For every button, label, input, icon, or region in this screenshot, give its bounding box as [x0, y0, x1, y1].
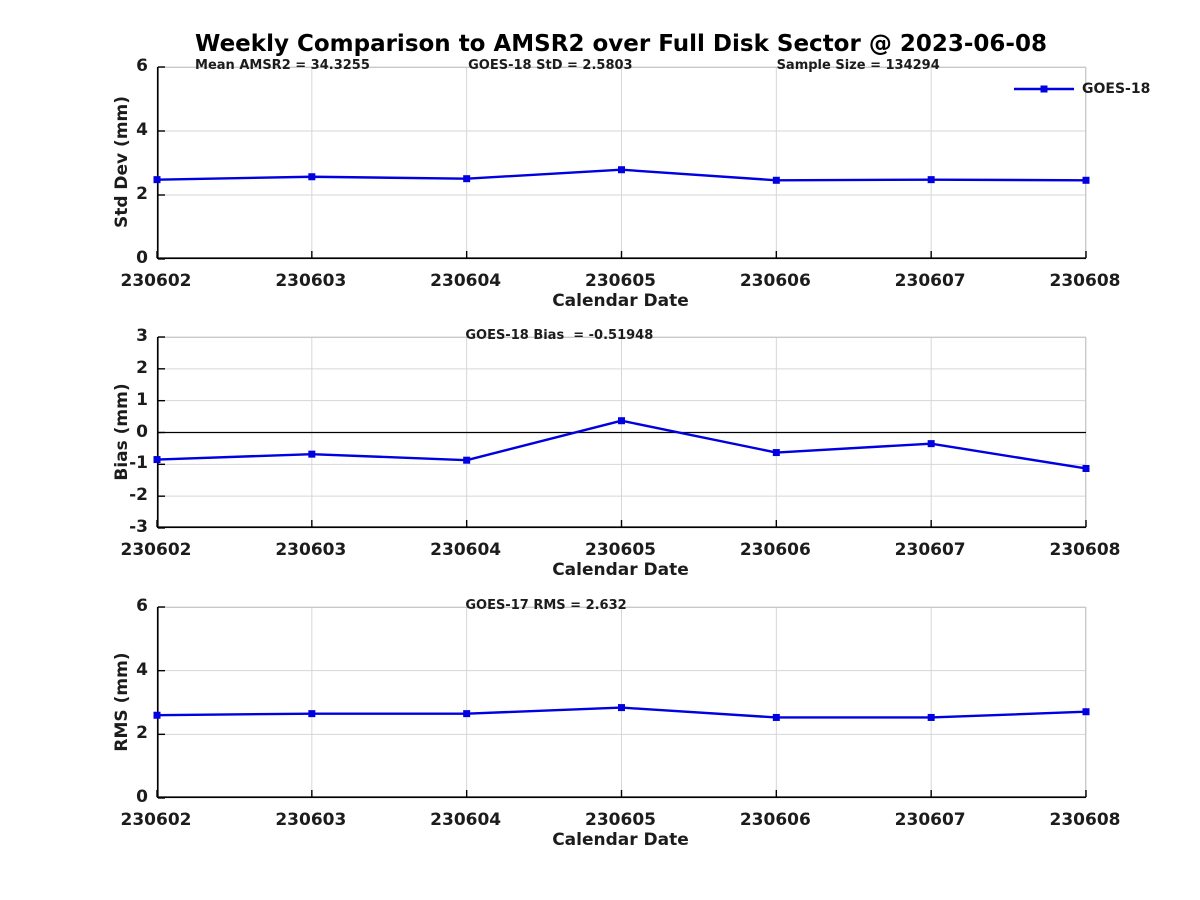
data-point-marker: [927, 176, 935, 184]
chart-annotation: GOES-18 StD = 2.5803: [468, 58, 633, 73]
data-point-marker: [772, 176, 780, 184]
data-point-marker: [1082, 708, 1090, 716]
x-tick-label: 230608: [1049, 271, 1121, 291]
legend: GOES-18: [1012, 81, 1150, 97]
data-point-marker: [618, 417, 625, 425]
x-tick-label: 230608: [1049, 810, 1121, 830]
x-tick-label: 230602: [120, 271, 192, 291]
y-tick-label: 3: [136, 326, 148, 346]
data-point-marker: [153, 176, 161, 184]
data-point-marker: [772, 713, 780, 721]
chart-annotation: Mean AMSR2 = 34.3255: [195, 58, 370, 73]
x-tick-label: 230607: [894, 271, 966, 291]
data-point-marker: [772, 449, 780, 457]
y-axis-label: Bias (mm): [112, 382, 132, 481]
figure-title: Weekly Comparison to AMSR2 over Full Dis…: [195, 31, 1047, 57]
x-tick-label: 230605: [585, 540, 656, 560]
data-point-marker: [618, 704, 625, 712]
y-tick-label: 0: [136, 787, 148, 807]
x-tick-label: 230604: [430, 810, 502, 830]
plot-area-1: [153, 336, 1090, 529]
y-tick-label: 4: [136, 659, 148, 680]
data-point-marker: [308, 710, 316, 718]
data-point-marker: [308, 450, 316, 458]
y-tick-label: -1: [129, 453, 148, 474]
y-tick-label: 0: [136, 421, 148, 442]
legend-label: GOES-18: [1082, 81, 1151, 97]
data-point-marker: [308, 173, 316, 181]
x-tick-label: 230607: [894, 810, 966, 830]
data-point-marker: [463, 456, 471, 464]
y-tick-label: 2: [136, 723, 148, 744]
data-point-marker: [618, 166, 625, 174]
y-tick-label: -3: [129, 517, 148, 537]
x-axis-label: Calendar Date: [552, 560, 689, 580]
legend-square-marker: [1040, 85, 1048, 93]
y-tick-label: 1: [136, 389, 148, 410]
data-point-marker: [927, 713, 935, 721]
plot-area-2: [153, 606, 1090, 799]
data-point-marker: [927, 440, 935, 448]
data-point-marker: [463, 175, 471, 183]
y-tick-label: 6: [136, 596, 148, 616]
x-tick-label: 230603: [275, 540, 347, 560]
x-tick-label: 230605: [585, 810, 656, 830]
data-point-marker: [153, 711, 161, 719]
y-axis-label: Std Dev (mm): [112, 95, 132, 229]
x-axis-label: Calendar Date: [552, 830, 689, 850]
x-tick-label: 230608: [1049, 540, 1121, 560]
x-tick-label: 230604: [430, 540, 502, 560]
x-tick-label: 230606: [739, 810, 811, 830]
data-point-marker: [1082, 176, 1090, 184]
x-tick-label: 230605: [585, 271, 656, 291]
y-tick-label: 0: [136, 248, 148, 268]
x-tick-label: 230603: [275, 810, 347, 830]
x-tick-label: 230602: [120, 810, 192, 830]
x-tick-label: 230606: [739, 271, 811, 291]
chart-annotation: Sample Size = 134294: [776, 58, 940, 73]
chart-annotation: GOES-18 Bias = -0.51948: [465, 328, 654, 343]
legend-marker: [1014, 85, 1074, 93]
chart-annotation: GOES-17 RMS = 2.632: [465, 598, 627, 613]
x-tick-label: 230604: [430, 271, 502, 291]
y-tick-label: 2: [136, 357, 148, 378]
x-axis-label: Calendar Date: [552, 291, 689, 311]
x-tick-label: 230607: [894, 540, 966, 560]
x-tick-label: 230602: [120, 540, 192, 560]
y-tick-label: -2: [129, 485, 148, 506]
data-point-marker: [1082, 464, 1090, 472]
y-axis-label: RMS (mm): [112, 651, 132, 752]
data-point-marker: [463, 710, 471, 718]
x-tick-label: 230606: [739, 540, 811, 560]
y-tick-label: 4: [136, 120, 148, 140]
y-tick-label: 6: [136, 56, 148, 76]
data-point-marker: [153, 456, 161, 464]
y-tick-label: 2: [136, 184, 148, 204]
plot-area-0: [153, 66, 1090, 260]
x-tick-label: 230603: [275, 271, 347, 291]
